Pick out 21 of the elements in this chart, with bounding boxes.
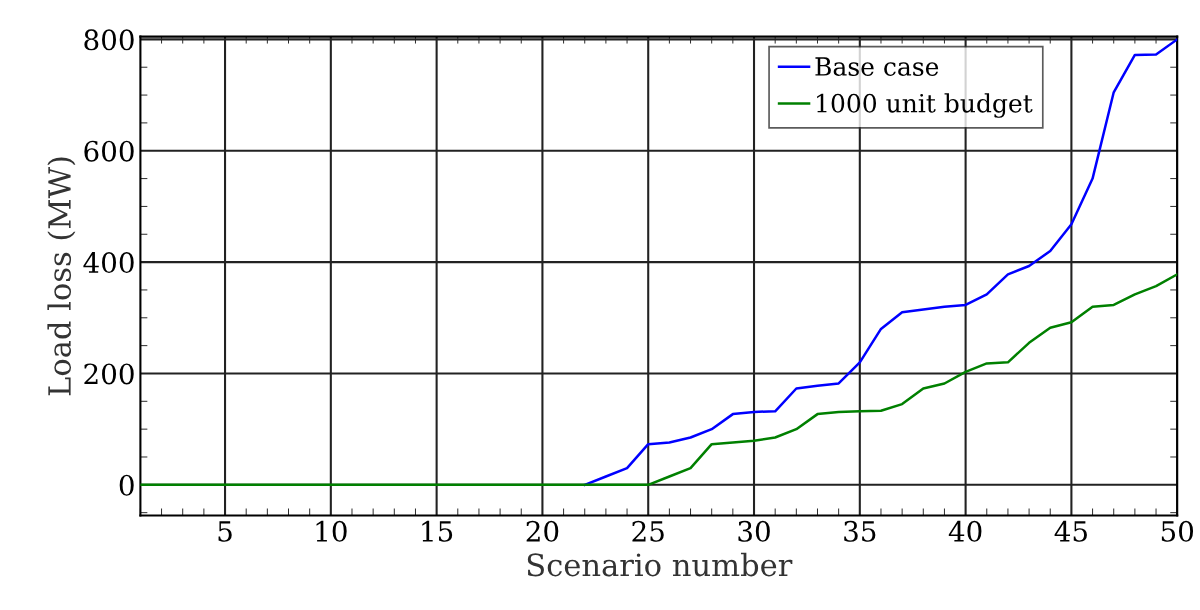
y-axis-title: Load loss (MW): [47, 157, 76, 396]
y-tick-label: 600: [84, 140, 134, 162]
x-tick-label: 25: [632, 520, 664, 542]
y-tick-label: 0: [119, 474, 134, 496]
legend-label: Base case: [815, 57, 939, 76]
x-tick-label: 45: [1054, 520, 1087, 542]
y-tick-label: 200: [84, 363, 134, 385]
x-tick-label: 50: [1161, 520, 1194, 542]
x-axis-title: Scenario number: [527, 552, 793, 577]
x-tick-label: 40: [948, 520, 982, 542]
line-series: [140, 273, 1178, 487]
y-tick-label: 800: [84, 29, 134, 51]
x-tick-label: 5: [218, 521, 232, 542]
line-series: [583, 38, 1178, 487]
y-tick-label: 400: [83, 252, 134, 274]
x-tick-label: 30: [738, 520, 770, 542]
x-tick-label: 20: [526, 520, 559, 542]
x-tick-label: 10: [316, 520, 347, 542]
legend-label: 1000 unit budget: [817, 93, 1033, 118]
x-tick-label: 35: [844, 520, 876, 542]
x-tick-label: 15: [422, 520, 453, 542]
